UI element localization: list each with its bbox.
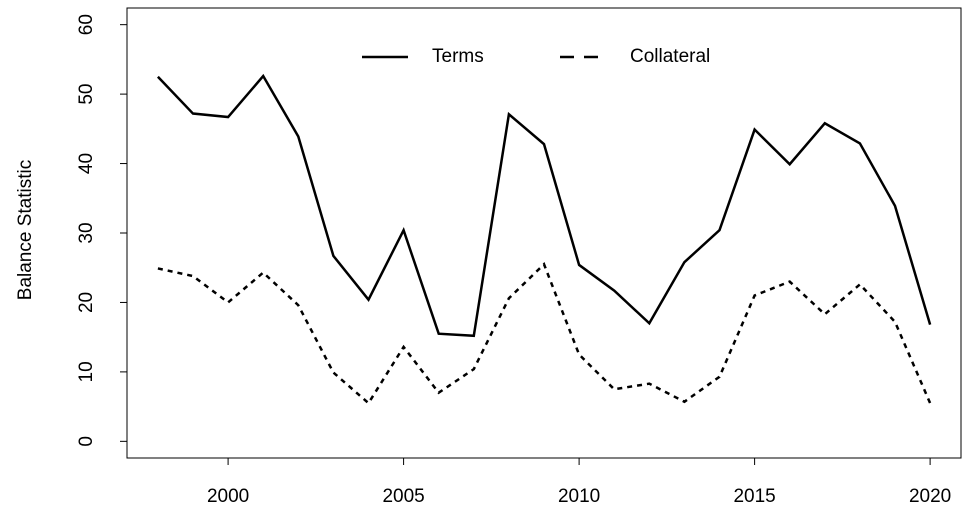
series-line bbox=[157, 262, 932, 406]
y-tick-label: 0 bbox=[76, 436, 97, 447]
y-tick-label: 60 bbox=[76, 14, 97, 35]
y-tick-label: 40 bbox=[76, 153, 97, 174]
x-tick-label: 2010 bbox=[558, 486, 600, 507]
y-tick-label: 20 bbox=[76, 292, 97, 313]
x-tick-label: 2000 bbox=[207, 486, 249, 507]
series-line bbox=[156, 73, 932, 338]
x-tick-label: 2020 bbox=[909, 486, 951, 507]
y-axis-label: Balance Statistic bbox=[15, 160, 36, 300]
legend-label: Collateral bbox=[630, 46, 710, 67]
y-tick-label: 10 bbox=[76, 361, 97, 382]
x-tick-label: 2015 bbox=[733, 486, 775, 507]
y-tick-label: 30 bbox=[76, 222, 97, 243]
plot-box bbox=[126, 7, 962, 459]
y-tick-label: 50 bbox=[76, 84, 97, 105]
x-tick-label: 2005 bbox=[382, 486, 424, 507]
legend-label: Terms bbox=[432, 46, 484, 67]
